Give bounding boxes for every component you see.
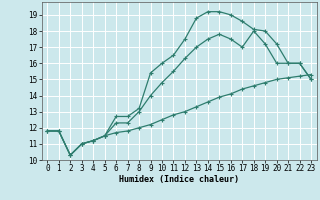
X-axis label: Humidex (Indice chaleur): Humidex (Indice chaleur) xyxy=(119,175,239,184)
